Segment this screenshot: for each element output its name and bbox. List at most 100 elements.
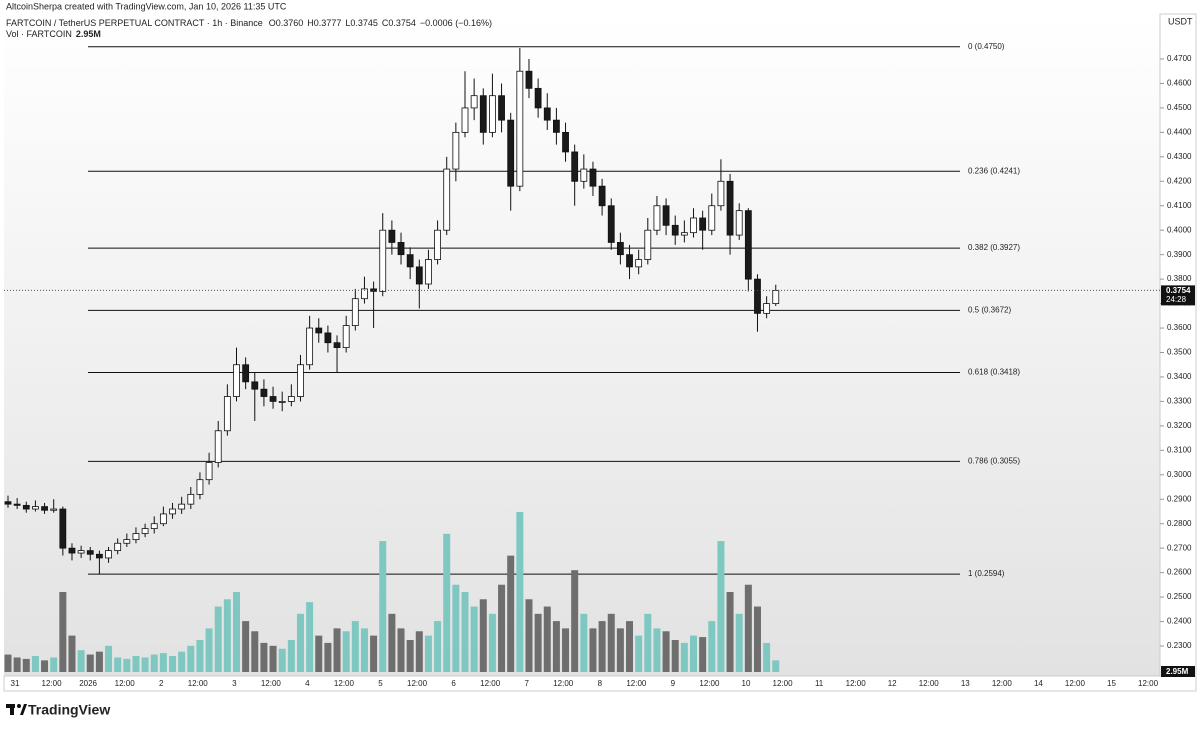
x-tick-label: 7 xyxy=(524,679,529,688)
volume-bar xyxy=(105,645,113,672)
candle-body xyxy=(571,151,579,182)
fib-label: 1 (0.2594) xyxy=(968,569,1005,578)
candle-body xyxy=(205,462,213,481)
candle-body xyxy=(553,119,560,133)
volume-bar xyxy=(653,628,661,672)
volume-bar xyxy=(488,613,496,672)
volume-bar xyxy=(397,628,405,672)
candle-body xyxy=(4,501,12,505)
y-tick-label: 0.3000 xyxy=(1167,470,1192,479)
candle-body xyxy=(315,327,323,334)
volume-bar xyxy=(159,653,167,672)
volume-bar xyxy=(379,541,387,672)
symbol: FARTCOIN / TetherUS PERPETUAL CONTRACT ·… xyxy=(6,18,263,28)
x-tick-label: 13 xyxy=(961,679,970,688)
volume-bar xyxy=(415,631,423,672)
fib-label: 0.5 (0.3672) xyxy=(968,306,1011,315)
candle-body xyxy=(287,396,295,402)
candle-body xyxy=(86,550,94,555)
candle-body xyxy=(342,325,350,349)
ohlc-value: 0.3745 xyxy=(350,18,378,28)
volume-bar xyxy=(351,621,359,672)
volume-bar xyxy=(22,658,30,672)
y-tick-label: 0.2900 xyxy=(1167,494,1192,503)
volume-bar xyxy=(4,654,12,672)
candle-body xyxy=(178,503,186,510)
volume-bar xyxy=(717,541,725,672)
volume-bar xyxy=(598,621,606,672)
volume-bar xyxy=(461,592,469,672)
y-tick-label: 0.3900 xyxy=(1167,250,1192,259)
volume-bar xyxy=(525,599,533,672)
candle-body xyxy=(662,205,670,226)
candle-body xyxy=(443,168,451,231)
candle-body xyxy=(589,168,597,187)
volume-bar xyxy=(671,640,679,672)
fib-label: 0.786 (0.3055) xyxy=(968,456,1020,465)
volume-bar xyxy=(278,648,286,672)
candle-body xyxy=(507,119,515,187)
candle-body xyxy=(68,547,76,554)
volume-bar xyxy=(13,657,21,672)
ohlc-key: C xyxy=(382,18,389,28)
y-tick-label: 0.4200 xyxy=(1167,176,1192,185)
candle-body xyxy=(452,131,460,170)
ohlc-key: H xyxy=(307,18,314,28)
candle-body xyxy=(470,95,478,109)
volume-bar xyxy=(434,621,442,672)
volume-bar xyxy=(187,645,195,672)
y-tick-label: 0.3400 xyxy=(1167,372,1192,381)
x-tick-label: 12:00 xyxy=(1138,679,1159,688)
candle-body xyxy=(260,388,268,397)
candle-body xyxy=(671,224,679,236)
volume-bar xyxy=(324,642,332,672)
x-tick-label: 12:00 xyxy=(626,679,647,688)
y-tick-label: 0.4400 xyxy=(1167,127,1192,136)
volume-bar xyxy=(772,660,780,672)
countdown: 24:28 xyxy=(1166,295,1187,304)
volume-bar xyxy=(443,533,451,672)
ohlc-value: 0.3777 xyxy=(314,18,342,28)
candle-body xyxy=(223,396,231,432)
volume-bar xyxy=(726,592,734,672)
y-tick-label: 0.3200 xyxy=(1167,421,1192,430)
last-price-label: 0.3754 xyxy=(1166,286,1191,295)
volume-bar xyxy=(370,635,378,672)
volume-bar xyxy=(690,635,697,672)
candle-body xyxy=(159,513,167,525)
candle-body xyxy=(214,430,222,463)
x-tick-label: 12:00 xyxy=(188,679,209,688)
y-tick-label: 0.3600 xyxy=(1167,323,1192,332)
volume-bar xyxy=(123,658,131,672)
y-tick-label: 0.2500 xyxy=(1167,592,1192,601)
candle-body xyxy=(114,542,122,552)
x-tick-label: 31 xyxy=(11,679,20,688)
x-tick-label: 8 xyxy=(598,679,603,688)
volume-bar xyxy=(178,651,186,672)
volume-bar xyxy=(580,613,588,672)
x-tick-label: 14 xyxy=(1034,679,1043,688)
fib-label: 0.236 (0.4241) xyxy=(968,166,1020,175)
y-tick-label: 0.4700 xyxy=(1167,54,1192,63)
x-tick-label: 12:00 xyxy=(334,679,355,688)
last-volume-label: 2.95M xyxy=(1166,667,1189,676)
candle-body xyxy=(406,254,414,268)
volume-bar xyxy=(589,628,597,672)
candle-body xyxy=(251,381,259,390)
candle-body xyxy=(297,364,304,397)
volume-bar xyxy=(626,621,634,672)
candle-body xyxy=(717,180,725,207)
candle-body xyxy=(361,288,368,300)
volume-legend: Vol · FARTCOIN 2.95M xyxy=(6,29,101,39)
brand: TradingView xyxy=(28,702,110,718)
candle-body xyxy=(744,210,752,280)
candle-body xyxy=(680,232,688,236)
x-tick-label: 2 xyxy=(159,679,164,688)
volume-value: 2.95M xyxy=(76,29,101,39)
credit: AltcoinSherpa created with TradingView.c… xyxy=(6,1,287,11)
volume-bar xyxy=(31,656,39,672)
candle-body xyxy=(653,205,661,231)
y-tick-label: 0.2400 xyxy=(1167,617,1192,626)
x-tick-label: 5 xyxy=(378,679,383,688)
volume-bar xyxy=(534,613,542,672)
